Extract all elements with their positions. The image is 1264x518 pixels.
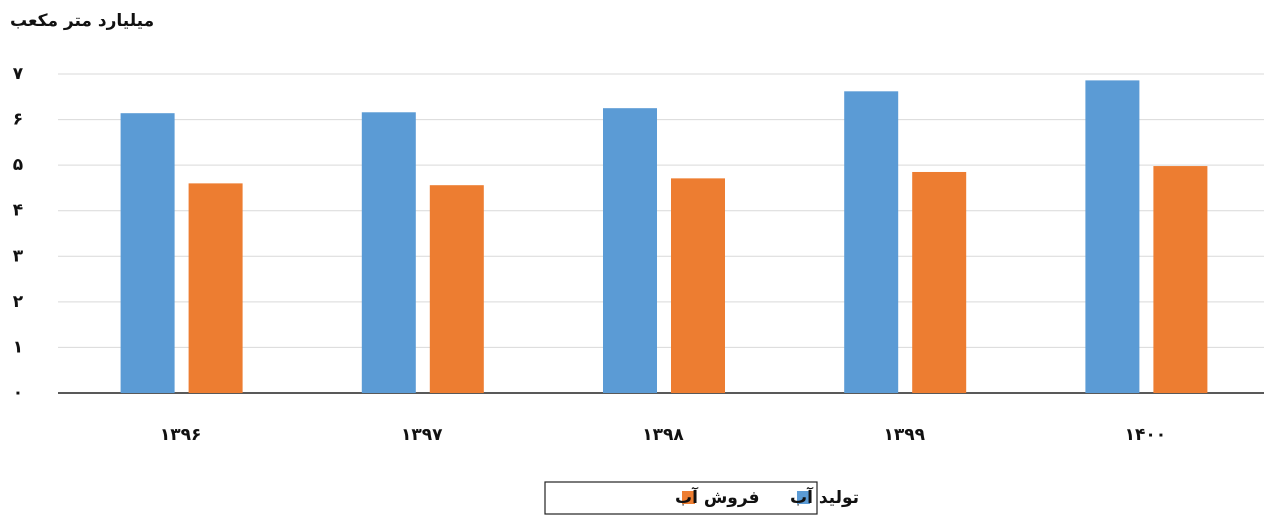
y-tick-label: ۴	[13, 201, 23, 221]
bar	[603, 108, 657, 393]
x-tick-label: ۱۳۹۷	[401, 425, 443, 445]
bar	[189, 183, 243, 393]
y-tick-label: ۰	[13, 383, 23, 403]
x-tick-label: ۱۳۹۸	[642, 425, 684, 445]
y-tick-label: ۶	[13, 110, 23, 130]
x-tick-label: ۱۳۹۹	[883, 425, 925, 445]
y-tick-label: ۲	[13, 292, 24, 312]
legend-label: تولید آب	[790, 486, 859, 508]
y-tick-label: ۳	[13, 246, 24, 266]
x-tick-label: ۱۴۰۰	[1125, 425, 1167, 445]
chart: میلیارد متر مکعب ۰ ۱ ۲ ۳ ۴ ۵ ۶ ۷ ۱۳۹۶ ۱۳۹۷ ۱۳۹۸ ۱۳۹…	[0, 0, 1264, 518]
bar	[430, 185, 484, 393]
bar	[121, 113, 175, 393]
x-tick-label: ۱۳۹۶	[160, 425, 202, 445]
chart-title: میلیارد متر مکعب	[10, 11, 154, 31]
bar	[912, 172, 966, 393]
y-tick-label: ۱	[13, 337, 23, 357]
y-tick-label: ۵	[13, 155, 23, 175]
bar	[1153, 166, 1207, 393]
y-tick-label: ۷	[13, 64, 24, 84]
bar	[671, 178, 725, 393]
bar	[844, 91, 898, 393]
page: {"chart_data": {"type": "bar", "title": …	[0, 0, 1264, 518]
legend-label: فروش آب	[675, 486, 760, 508]
bar	[362, 112, 416, 393]
bar	[1085, 80, 1139, 393]
